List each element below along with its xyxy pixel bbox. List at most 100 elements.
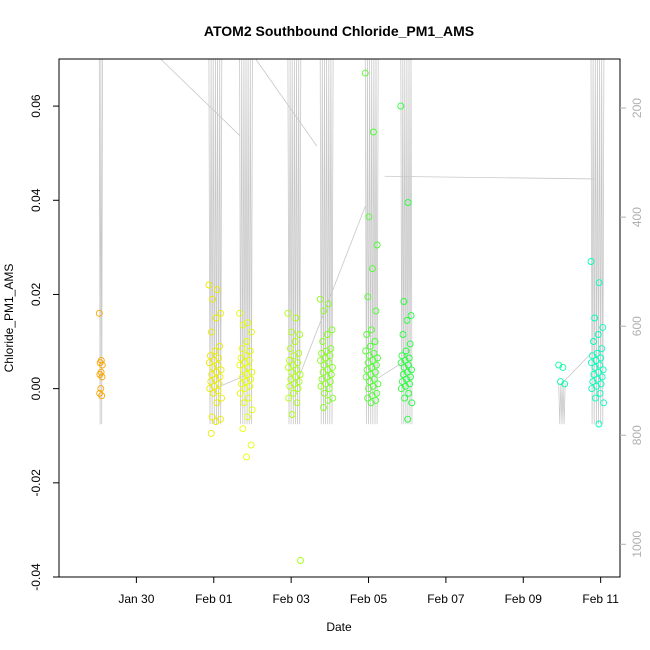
- data-point: [95, 309, 103, 317]
- data-point: [364, 359, 372, 367]
- data-point: [97, 385, 105, 393]
- secondary-y-tick-label: 800: [630, 425, 644, 445]
- data-point: [366, 342, 374, 350]
- data-point: [319, 368, 327, 376]
- data-point: [212, 418, 220, 426]
- data-point: [284, 309, 292, 317]
- data-point: [400, 298, 408, 305]
- data-point: [399, 331, 407, 338]
- data-point: [244, 413, 251, 421]
- data-point: [590, 338, 597, 345]
- data-point: [96, 389, 104, 397]
- data-point: [286, 345, 294, 353]
- data-point: [591, 394, 599, 402]
- data-point: [317, 382, 325, 390]
- data-point: [247, 375, 255, 383]
- x-tick-label: Feb 09: [505, 592, 543, 606]
- secondary-y-axis: 200 400 600 800 1000: [620, 98, 644, 558]
- y-tick-label: 0.06: [29, 94, 43, 118]
- data-point: [561, 380, 569, 388]
- data-point: [591, 314, 599, 322]
- data-point: [239, 321, 247, 329]
- data-point: [317, 356, 324, 364]
- y-tick-label: -0.02: [29, 469, 43, 497]
- data-point: [320, 307, 328, 315]
- x-tick-label: Jan 30: [118, 592, 154, 606]
- data-point: [589, 378, 597, 386]
- data-point: [557, 378, 564, 386]
- secondary-y-tick-label: 600: [630, 316, 644, 336]
- data-point: [239, 425, 247, 433]
- data-point: [594, 331, 602, 338]
- y-tick-label: 0.04: [29, 188, 43, 212]
- data-point: [209, 295, 216, 303]
- y-axis: -0.04 -0.02 0.00 0.02 0.04 0.06: [29, 94, 59, 591]
- data-point: [588, 352, 596, 360]
- data-point: [237, 380, 245, 388]
- data-point: [402, 382, 409, 390]
- x-axis-label: Date: [326, 620, 352, 634]
- data-point: [285, 394, 293, 402]
- data-point: [288, 411, 296, 418]
- data-point: [361, 69, 369, 77]
- data-point: [205, 281, 213, 289]
- data-point: [212, 314, 220, 322]
- data-point: [398, 378, 406, 386]
- secondary-trace-link: [377, 361, 405, 379]
- data-point: [366, 378, 374, 386]
- secondary-trace-link: [220, 374, 247, 387]
- data-point: [363, 366, 371, 374]
- data-point: [296, 331, 304, 338]
- data-point: [327, 345, 335, 353]
- secondary-trace-segment: [400, 58, 413, 425]
- y-tick-label: -0.04: [29, 563, 43, 591]
- secondary-y-tick-label: 400: [630, 207, 644, 227]
- data-point: [98, 392, 106, 400]
- data-point: [292, 314, 300, 322]
- data-point: [364, 293, 372, 301]
- data-point: [405, 354, 413, 362]
- data-point: [365, 213, 373, 221]
- secondary-y-tick-label: 200: [630, 98, 644, 118]
- data-point: [213, 399, 221, 407]
- data-point: [285, 356, 293, 364]
- secondary-trace-segment: [558, 383, 566, 425]
- data-point: [323, 331, 331, 338]
- data-point: [590, 371, 598, 378]
- data-point: [288, 328, 295, 336]
- data-point: [372, 307, 380, 315]
- data-point: [217, 309, 225, 317]
- data-point: [209, 363, 217, 371]
- data-point: [403, 316, 411, 324]
- data-point: [236, 309, 244, 317]
- secondary-trace-link: [160, 58, 240, 136]
- data-point: [599, 323, 607, 331]
- data-point: [363, 331, 371, 338]
- data-point: [289, 389, 297, 397]
- data-point: [286, 382, 294, 390]
- data-point: [209, 389, 217, 397]
- data-point: [370, 128, 377, 136]
- data-point: [408, 399, 416, 407]
- data-point: [245, 394, 253, 402]
- data-point: [240, 399, 248, 407]
- data-point: [211, 347, 219, 355]
- data-point: [213, 286, 221, 294]
- data-point: [96, 359, 104, 367]
- x-tick-label: Feb 05: [350, 592, 388, 606]
- data-point: [320, 404, 327, 411]
- data-point: [240, 366, 247, 374]
- data-point: [321, 389, 328, 397]
- data-point: [288, 368, 296, 376]
- data-point: [291, 338, 299, 345]
- secondary-y-tick-label: 1000: [630, 531, 644, 558]
- x-tick-label: Feb 01: [195, 592, 233, 606]
- data-point: [294, 385, 302, 393]
- data-point: [400, 363, 408, 371]
- data-point: [236, 361, 244, 369]
- data-point: [397, 359, 405, 367]
- data-point: [401, 356, 409, 364]
- data-point: [404, 415, 412, 423]
- data-point: [364, 394, 372, 402]
- data-point: [324, 396, 332, 404]
